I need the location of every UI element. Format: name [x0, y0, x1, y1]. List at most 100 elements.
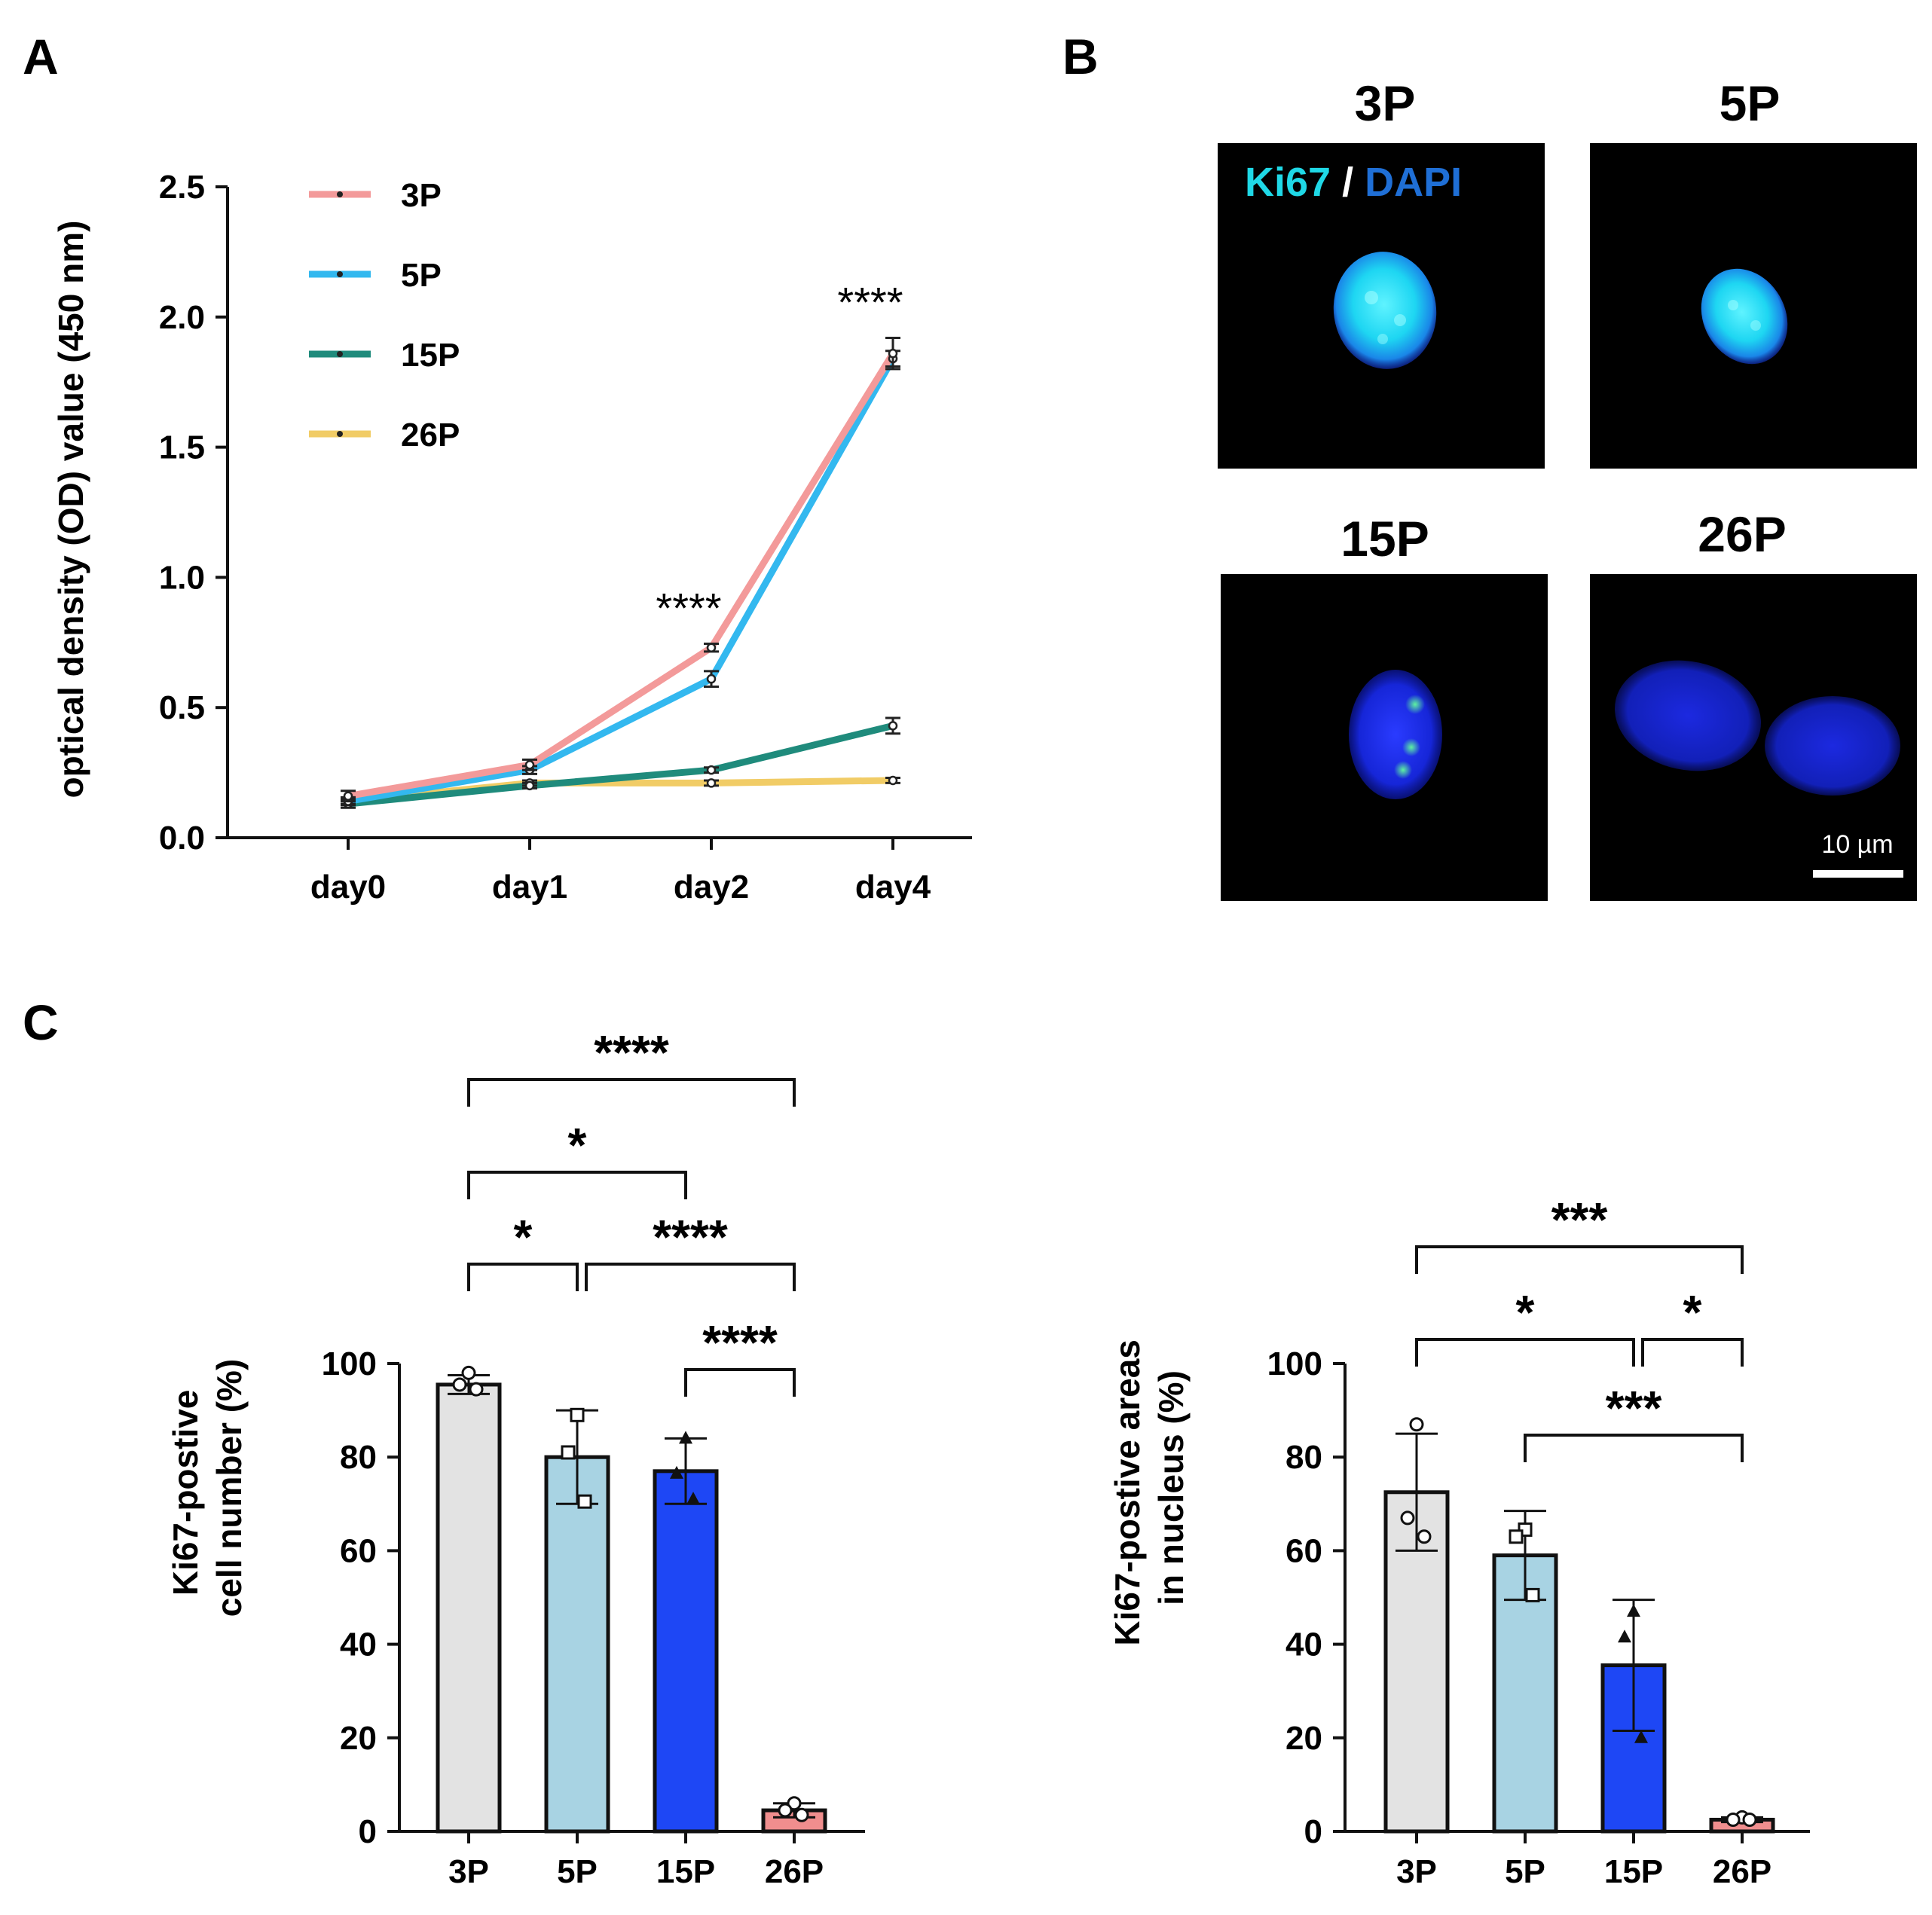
- ki67-spot: [1402, 738, 1420, 756]
- bar-chart-ki67-area: Ki67-postive areas in nucleus (%) 0 20 40 6…: [1108, 1193, 1810, 1890]
- micrograph-26p: 10 µm: [1590, 574, 1917, 901]
- y-axis-title: optical density (OD) value (450 nm): [51, 221, 90, 799]
- significance-bracket: [467, 1263, 579, 1291]
- significance-stars: *: [568, 1118, 587, 1172]
- bar-chart-ki67-cell-number: Ki67-postive cell number (%) 0 20 40 60 80 10…: [166, 1025, 865, 1890]
- nucleus: [1614, 660, 1762, 771]
- data-point: [679, 1431, 692, 1444]
- y-axis-title-line2: in nucleus (%): [1151, 1370, 1191, 1605]
- significance-bracket: [1524, 1434, 1744, 1462]
- significance-stars: *: [514, 1210, 533, 1264]
- y-tick-label: 1.5: [159, 429, 205, 466]
- nucleus: [1333, 252, 1437, 369]
- panel-letter-b: B: [1062, 29, 1099, 84]
- legend-label-26p: 26P: [401, 417, 460, 454]
- significance-stars: *: [1516, 1285, 1535, 1339]
- micrograph-15p: [1221, 574, 1548, 901]
- tile-title-5p: 5P: [1720, 75, 1781, 131]
- y-tick-label: 40: [1285, 1626, 1322, 1663]
- legend-marker: [337, 271, 343, 277]
- data-point: [706, 765, 717, 775]
- x-tick-label: 15P: [1604, 1853, 1663, 1890]
- micrograph-5p: [1590, 143, 1917, 469]
- series-lines: [341, 336, 900, 809]
- x-tick-label: 15P: [656, 1853, 715, 1890]
- x-tick-label: 3P: [1396, 1853, 1437, 1890]
- y-tick-label: 80: [1285, 1439, 1322, 1476]
- micrograph-3p: Ki67 / DAPI: [1218, 143, 1545, 469]
- y-axis-title: Ki67-postive cell number (%): [166, 1359, 249, 1617]
- y-axis-title-line1: Ki67-postive: [166, 1390, 205, 1596]
- scale-bar-label: 10 µm: [1821, 830, 1893, 859]
- x-tick-label: 5P: [557, 1853, 598, 1890]
- ki67-spot: [1394, 761, 1412, 779]
- data-point: [1400, 1510, 1415, 1526]
- tile-title-26p: 26P: [1698, 506, 1786, 562]
- y-tick-label: 0: [1304, 1813, 1322, 1850]
- y-tick-label: 60: [340, 1532, 377, 1569]
- x-tick-label: day0: [310, 869, 386, 906]
- legend-label-15p: 15P: [401, 337, 460, 374]
- data-point: [1742, 1812, 1757, 1827]
- data-point: [888, 721, 898, 731]
- significance-bracket: [467, 1171, 687, 1199]
- series-line-15p: [347, 722, 894, 808]
- significance-stars: ****: [653, 1210, 728, 1264]
- y-axis-title: Ki67-postive areas in nucleus (%): [1108, 1330, 1191, 1645]
- data-point: [461, 1365, 476, 1380]
- x-tick-label: 5P: [1505, 1853, 1545, 1890]
- data-point: [1509, 1529, 1524, 1544]
- significance-stars: *: [1683, 1285, 1702, 1339]
- speckle: [1750, 320, 1761, 331]
- data-point: [1627, 1604, 1640, 1617]
- y-tick-label: 100: [322, 1345, 377, 1382]
- stain-dapi: DAPI: [1365, 160, 1462, 205]
- data-point: [577, 1494, 592, 1509]
- axes: [216, 185, 972, 850]
- tile-title-15p: 15P: [1340, 511, 1429, 567]
- significance-stars: ****: [594, 1025, 669, 1080]
- y-axis-title-line2: cell number (%): [209, 1359, 249, 1617]
- bar-3p: [436, 1382, 502, 1834]
- y-tick-label: 40: [340, 1626, 377, 1663]
- data-point: [1618, 1629, 1631, 1643]
- significance-bracket: [684, 1368, 796, 1397]
- x-tick-label: day4: [855, 869, 931, 906]
- bar-15p: [653, 1469, 719, 1834]
- data-point: [452, 1377, 467, 1392]
- y-axis-title-line1: Ki67-postive areas: [1108, 1339, 1147, 1646]
- nucleus: [1701, 268, 1788, 365]
- y-tick-label: 60: [1285, 1532, 1322, 1569]
- y-tick-label: 20: [1285, 1720, 1322, 1757]
- significance-bracket: [1641, 1338, 1744, 1367]
- legend-label-5p: 5P: [401, 257, 442, 294]
- data-point: [524, 780, 535, 791]
- data-point: [1634, 1730, 1648, 1743]
- x-tick-label: day1: [492, 869, 567, 906]
- series-line-5p: [347, 356, 896, 805]
- tile-title-3p: 3P: [1355, 75, 1416, 131]
- data-point: [561, 1445, 576, 1460]
- data-point: [888, 775, 898, 786]
- speckle: [1377, 334, 1388, 344]
- data-point: [343, 791, 353, 801]
- data-point: [706, 643, 717, 652]
- x-tick-label: 3P: [448, 1853, 489, 1890]
- significance-stars: ****: [837, 278, 903, 325]
- data-point: [888, 348, 898, 359]
- significance-stars: ****: [656, 585, 721, 632]
- significance-bracket: [585, 1263, 796, 1291]
- significance-annotations: **** ****: [656, 278, 903, 631]
- nucleus: [1349, 670, 1442, 799]
- legend-marker: [337, 191, 343, 197]
- y-tick-label: 80: [340, 1439, 377, 1476]
- line-chart-od: optical density (OD) value (450 nm) 0.00…: [51, 169, 972, 906]
- y-tick-label: 1.0: [159, 559, 205, 596]
- legend-marker: [337, 351, 343, 357]
- y-tick-label: 20: [340, 1720, 377, 1757]
- data-point: [1726, 1812, 1741, 1827]
- micrograph-grid: 3P 5P 15P 26P Ki67 / DAPI: [1218, 75, 1917, 901]
- data-point: [706, 778, 717, 788]
